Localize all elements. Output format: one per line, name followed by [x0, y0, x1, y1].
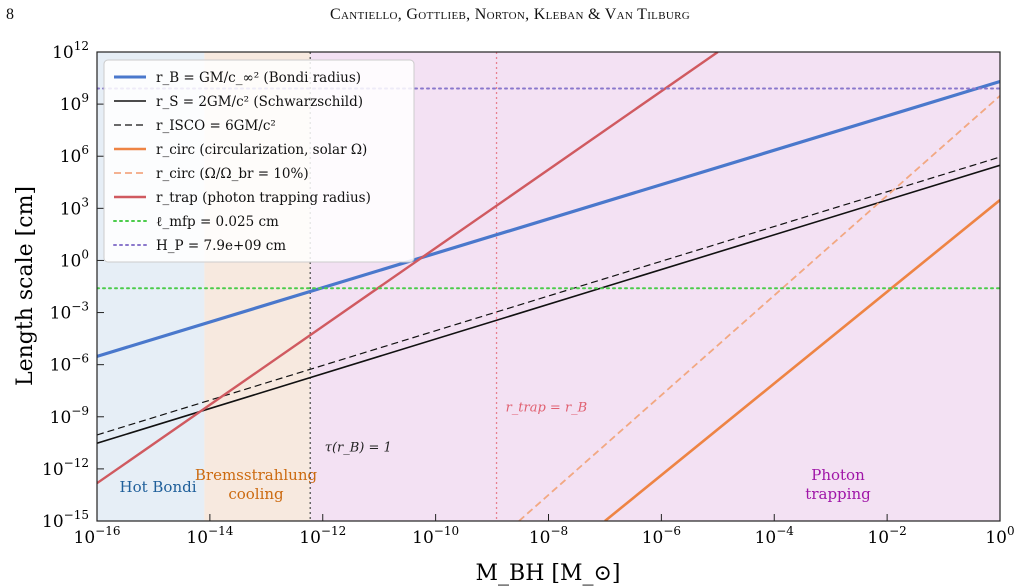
region-label-2: Photon trapping	[805, 466, 871, 503]
series-line-2	[97, 156, 1000, 436]
vertical-markers	[309, 52, 498, 521]
region-2	[310, 52, 1001, 521]
x-tick-label-8: 100	[985, 524, 1014, 548]
y-tick-label-3: 10−6	[50, 352, 89, 376]
series-line-0	[97, 79, 1000, 358]
x-tick-label-5: 10−6	[642, 524, 681, 548]
y-tick-label-1: 10−12	[42, 456, 89, 480]
legend-label-0: r_B = GM/c_∞² (Bondi radius)	[156, 70, 361, 86]
legend-label-6: ℓ_mfp = 0.025 cm	[156, 214, 279, 230]
x-tick-label-6: 10−4	[755, 524, 795, 548]
legend-box	[103, 59, 415, 263]
running-head: Cantiello, Gottlieb, Norton, Kleban & Va…	[330, 6, 690, 23]
page-header: 8 Cantiello, Gottlieb, Norton, Kleban & …	[0, 0, 1020, 34]
legend-label-4: r_circ (Ω/Ω_br = 10%)	[156, 166, 309, 182]
series-line-1	[97, 164, 1000, 444]
x-tick-label-1: 10−14	[186, 524, 233, 548]
series-line-4	[518, 95, 1000, 521]
series-line-3	[604, 199, 1000, 521]
y-tick-label-8: 109	[60, 91, 89, 115]
y-tick-label-7: 106	[60, 143, 89, 167]
legend: r_B = GM/c_∞² (Bondi radius) r_S = 2GM/c²…	[103, 59, 415, 263]
x-tick-label-7: 10−2	[867, 524, 906, 548]
region-label-1: Bremsstrahlung cooling	[195, 466, 318, 503]
series-line-5	[97, 52, 719, 485]
y-tick-label-4: 10−3	[50, 300, 89, 324]
legend-label-7: H_P = 7.9e+09 cm	[156, 238, 286, 254]
region-label-0: Hot Bondi	[119, 478, 196, 496]
y-tick-label-6: 103	[60, 195, 89, 219]
legend-label-5: r_trap (photon trapping radius)	[156, 190, 371, 206]
legend-label-2: r_ISCO = 6GM/c²	[156, 118, 276, 134]
x-tick-label-2: 10−12	[299, 524, 346, 548]
annotations: τ(r_B) = 1 r_trap = r_B	[325, 401, 587, 456]
annotation-0: τ(r_B) = 1	[325, 441, 392, 456]
x-tick-label-0: 10−16	[74, 524, 121, 548]
y-tick-label-5: 100	[60, 247, 89, 271]
axis-ticks: 10−16 10−14 10−12 10−10 10−8 10−6 10−4 10−2 100 1…	[42, 39, 1015, 548]
x-tick-label-3: 10−10	[412, 524, 459, 548]
y-tick-label-9: 1012	[52, 39, 89, 63]
x-tick-label-4: 10−8	[529, 524, 568, 548]
page-number: 8	[6, 6, 14, 23]
legend-label-3: r_circ (circularization, solar Ω)	[156, 142, 367, 158]
legend-label-1: r_S = 2GM/c² (Schwarzschild)	[156, 94, 363, 110]
y-tick-label-2: 10−9	[50, 404, 89, 428]
y-tick-label-0: 10−15	[42, 508, 89, 532]
annotation-1: r_trap = r_B	[506, 401, 588, 416]
y-axis-label: Length scale [cm]	[13, 186, 38, 386]
x-axis-label: M_BH [M_⊙]	[476, 561, 621, 586]
